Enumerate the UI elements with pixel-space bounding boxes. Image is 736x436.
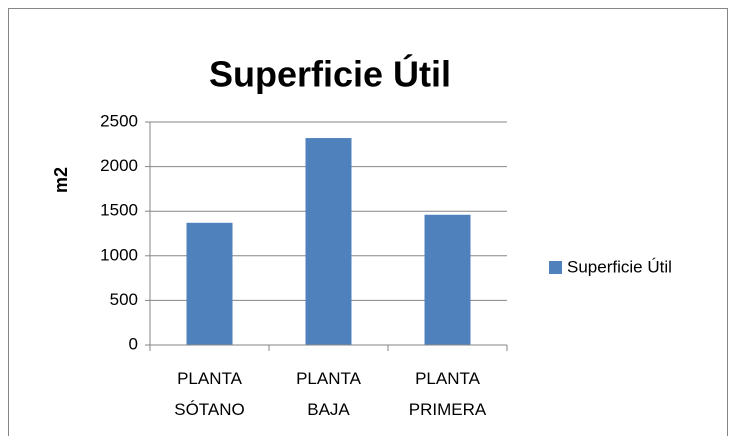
- x-tick-label: PLANTA SÓTANO: [174, 369, 245, 419]
- chart-border: [8, 8, 728, 436]
- x-tick-label: PLANTA BAJA: [296, 369, 362, 419]
- bar: [424, 214, 471, 345]
- chart-title: Superficie Útil: [209, 53, 451, 95]
- y-tick-label: 2500: [100, 111, 138, 130]
- y-tick-label: 0: [129, 334, 138, 353]
- legend-swatch: [549, 261, 562, 274]
- y-tick-label: 2000: [100, 156, 138, 175]
- bar: [305, 138, 352, 345]
- legend-label: Superficie Útil: [567, 257, 672, 276]
- y-axis-title: m2: [51, 167, 71, 193]
- y-tick-label: 1500: [100, 201, 138, 220]
- y-tick-label: 500: [110, 290, 138, 309]
- bar: [186, 222, 233, 345]
- y-tick-label: 1000: [100, 245, 138, 264]
- x-tick-label: PLANTA PRIMERA: [409, 369, 487, 419]
